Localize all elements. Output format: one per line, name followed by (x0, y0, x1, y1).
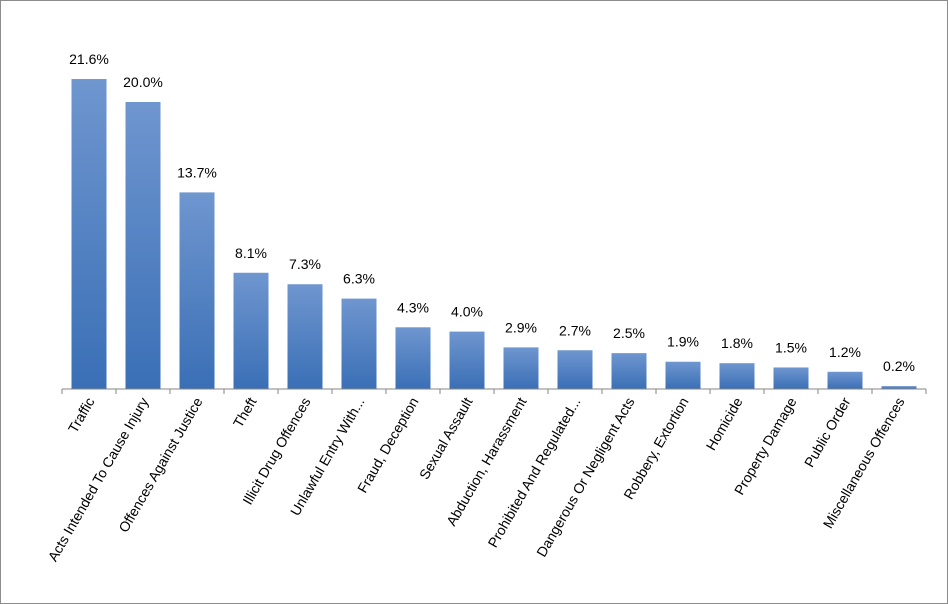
data-label: 21.6% (69, 51, 109, 67)
data-label: 13.7% (177, 164, 217, 180)
data-label: 8.1% (235, 245, 267, 261)
data-label: 2.7% (559, 322, 591, 338)
data-label: 2.5% (613, 325, 645, 341)
data-label: 6.3% (343, 271, 375, 287)
x-axis (61, 388, 927, 394)
bar-14 (827, 371, 863, 389)
data-label: 0.2% (883, 358, 915, 374)
data-label: 2.9% (505, 319, 537, 335)
category-label: Prohibited And Regulated... (485, 395, 584, 551)
bar-6 (395, 327, 431, 389)
bars-group (71, 79, 917, 389)
category-label: Theft (230, 394, 260, 430)
data-label: 1.9% (667, 334, 699, 350)
bar-3 (233, 272, 269, 389)
data-labels-group: 21.6% 20.0% 13.7% 8.1% 7.3% 6.3% 4.3% 4.0% 2.9% 2… (69, 51, 915, 374)
category-label: Dangerous Or Negligent Acts (533, 395, 638, 560)
bar-2 (179, 192, 215, 389)
bar-1 (125, 102, 161, 389)
bar-10 (611, 353, 647, 389)
category-label: Public Order (801, 394, 854, 470)
bar-9 (557, 350, 593, 389)
data-label: 1.8% (721, 335, 753, 351)
bar-4 (287, 284, 323, 389)
bar-15 (881, 386, 917, 389)
category-label: Sexual Assault (416, 394, 476, 482)
bar-5 (341, 298, 377, 389)
category-label: Fraud, Deception (354, 395, 422, 496)
data-label: 20.0% (123, 74, 163, 90)
bar-11 (665, 361, 701, 389)
bar-8 (503, 347, 539, 389)
data-label: 1.5% (775, 339, 807, 355)
bar-7 (449, 331, 485, 389)
category-label: Traffic (65, 395, 98, 436)
data-label: 4.3% (397, 299, 429, 315)
category-label: Acts Intended To Cause Injury (44, 395, 151, 565)
bar-12 (719, 363, 755, 389)
data-label: 7.3% (289, 256, 321, 272)
bar-0 (71, 79, 107, 389)
data-label: 4.0% (451, 304, 483, 320)
bar-13 (773, 367, 809, 389)
data-label: 1.2% (829, 344, 861, 360)
category-label: Homicide (703, 394, 746, 453)
